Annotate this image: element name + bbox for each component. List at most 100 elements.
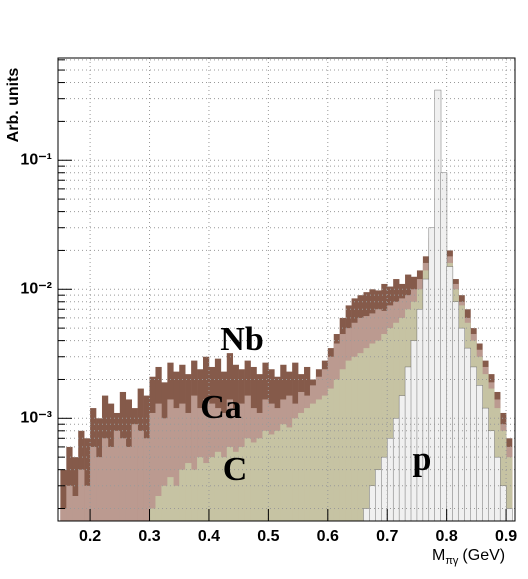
histogram-bar [167, 477, 174, 521]
histogram-bar [238, 446, 245, 521]
histogram-bar [333, 379, 340, 521]
histogram-bar [357, 353, 364, 521]
histogram-bar [369, 485, 376, 522]
histogram-bar [208, 457, 216, 521]
y-tick-label: 10⁻² [20, 280, 52, 297]
histogram-bar [84, 438, 91, 521]
x-tick-label: 0.7 [376, 528, 398, 545]
x-tick-label: 0.4 [198, 528, 220, 545]
y-tick-label: 10⁻³ [20, 410, 52, 427]
histogram-bar [161, 485, 168, 521]
histogram-bar [339, 369, 346, 521]
histogram-bar [191, 469, 198, 521]
histogram-bar [262, 430, 269, 521]
histogram-bar [185, 463, 192, 521]
histogram-bar [286, 427, 293, 521]
histogram-bar [173, 485, 180, 521]
series-label: Ca [200, 389, 242, 426]
histogram-bar [161, 418, 168, 521]
histogram-bar [191, 395, 198, 521]
histogram-bar [304, 408, 311, 521]
histogram-bar [440, 172, 448, 522]
histogram-bar [398, 395, 406, 522]
histogram-bar [298, 412, 305, 521]
histogram-bar [179, 403, 186, 521]
histogram-bar [280, 424, 287, 521]
histogram-bar [464, 347, 471, 522]
histogram-bar [375, 469, 382, 522]
histogram-bar [381, 334, 388, 521]
y-axis-label: Arb. units [5, 68, 22, 143]
histogram-bar [149, 412, 156, 521]
histogram-bar [107, 446, 115, 521]
histogram-bar [422, 278, 430, 522]
histogram-bar [321, 395, 329, 521]
histogram-bar [72, 495, 79, 521]
histogram-bar [488, 430, 495, 522]
histogram-bar [309, 403, 317, 521]
x-tick-label: 0.8 [436, 528, 458, 545]
x-tick-label: 0.2 [79, 528, 101, 545]
histogram-bar [72, 457, 79, 521]
histogram-bar [446, 266, 454, 522]
histogram-bar [482, 407, 489, 522]
histogram-bar [351, 356, 358, 521]
x-label-sub: πγ [445, 555, 459, 567]
histogram-bar [203, 399, 210, 521]
series-label: Nb [220, 321, 263, 358]
histogram-bar [173, 408, 180, 521]
x-tick-label: 0.3 [138, 528, 160, 545]
histogram-bar [143, 438, 150, 521]
x-label-unit: (GeV) [462, 547, 505, 564]
histogram-bar [197, 457, 204, 521]
histogram-bar [90, 446, 97, 521]
histogram-bar [101, 438, 109, 521]
x-tick-label: 0.6 [317, 528, 339, 545]
y-tick-label: 10⁻¹ [20, 151, 52, 168]
histogram-bar [155, 403, 162, 521]
histogram-bar [434, 89, 442, 522]
histogram-bar [363, 348, 370, 521]
histogram-bar [506, 457, 513, 521]
series-label: p [413, 441, 432, 478]
histogram-bar [470, 366, 477, 522]
histogram-bar [274, 430, 281, 521]
histogram-bar [96, 457, 103, 521]
histogram-bar [84, 485, 91, 521]
histogram-bar [113, 430, 121, 521]
histogram-bar [458, 327, 465, 522]
histogram-bar [167, 399, 174, 521]
histogram-bar [66, 446, 73, 521]
x-tick-label: 0.5 [257, 528, 279, 545]
histogram-bar [60, 508, 67, 521]
histogram-bar [268, 434, 275, 521]
histogram-bar [149, 508, 156, 521]
histogram-bar [315, 399, 323, 521]
histogram-bar [500, 430, 507, 521]
histogram-bar [244, 438, 251, 521]
histogram-bar [214, 451, 222, 521]
histogram-bar [327, 388, 335, 521]
histogram-bar [78, 469, 85, 521]
histogram-bar [452, 301, 460, 522]
x-axis-label: Mπγ (GeV) [432, 547, 505, 567]
histogram-bar [404, 366, 412, 522]
histogram-bar [494, 456, 501, 522]
histogram-bar [505, 508, 513, 522]
histogram-bar [226, 446, 234, 521]
histogram-bar [292, 418, 299, 521]
histogram-bar [369, 343, 376, 521]
histogram-bar [179, 469, 186, 521]
histogram-bar [220, 457, 228, 521]
histogram-bar [256, 438, 263, 521]
histogram-bar [499, 485, 507, 522]
histogram-bar [232, 451, 239, 521]
x-tick-label: 0.9 [495, 528, 517, 545]
histogram-bar [137, 430, 144, 521]
series-label: C [223, 451, 248, 488]
histogram-bar [476, 385, 483, 522]
histogram-bar [203, 463, 210, 521]
histogram-bar [131, 424, 138, 521]
histogram-bar [60, 469, 67, 521]
